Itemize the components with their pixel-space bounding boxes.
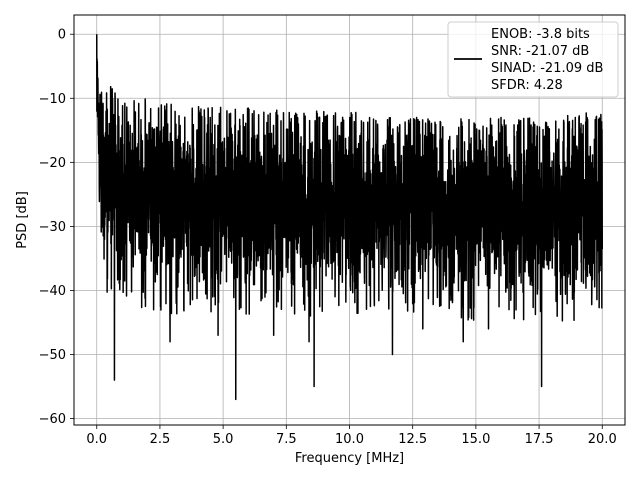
x-tick-label: 10.0 (335, 432, 364, 447)
y-tick-label: −40 (39, 284, 66, 299)
series-layer (96, 34, 603, 401)
y-tick-label: −50 (39, 348, 66, 363)
y-axis-label: PSD [dB] (15, 191, 30, 249)
y-tick-label: −30 (39, 220, 66, 235)
x-axis-label: Frequency [MHz] (295, 451, 404, 466)
y-tick-label: −60 (39, 412, 66, 427)
psd-series-line (96, 34, 603, 401)
x-tick-label: 15.0 (461, 432, 490, 447)
y-tick-label: −10 (39, 92, 66, 107)
x-tick-label: 12.5 (398, 432, 427, 447)
legend-entry-sinad: SINAD: -21.09 dB (491, 61, 603, 76)
ticks: 0.0 2.5 5.0 7.5 10.0 12.5 15.0 17.5 20.0 0 −10 −20 −… (39, 28, 617, 447)
legend-entry-enob: ENOB: -3.8 bits (491, 27, 590, 42)
x-tick-label: 20.0 (588, 432, 617, 447)
x-tick-label: 17.5 (525, 432, 554, 447)
legend-entry-snr: SNR: -21.07 dB (491, 44, 589, 59)
legend-frame (447, 21, 619, 98)
x-tick-label: 2.5 (150, 432, 171, 447)
x-tick-label: 0.0 (86, 432, 107, 447)
legend: ENOB: -3.8 bits SNR: -21.07 dB SINAD: -2… (447, 21, 619, 98)
x-tick-label: 5.0 (213, 432, 234, 447)
y-tick-label: 0 (58, 28, 66, 43)
legend-entry-sfdr: SFDR: 4.28 (491, 78, 563, 93)
x-tick-label: 7.5 (276, 432, 297, 447)
y-tick-label: −20 (39, 156, 66, 171)
